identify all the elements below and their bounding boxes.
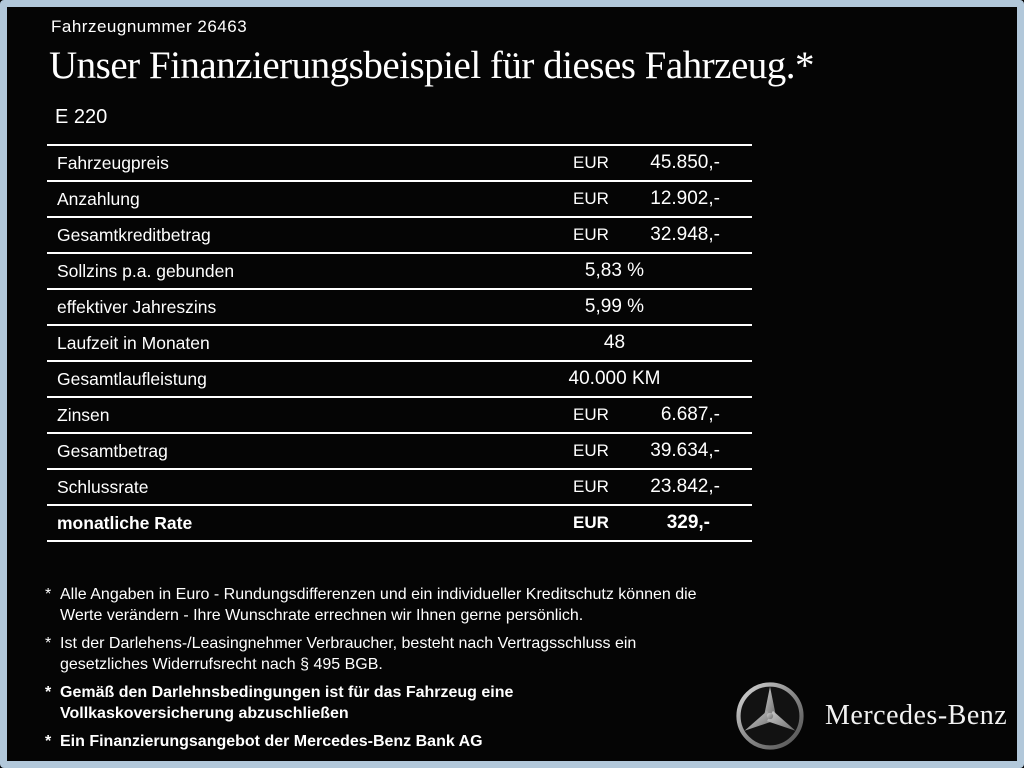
currency-label: EUR <box>573 441 609 460</box>
row-label: Anzahlung <box>57 188 140 209</box>
model-name: E 220 <box>55 106 108 128</box>
row-label: Gesamtlaufleistung <box>57 368 207 389</box>
table-row: Sollzins p.a. gebunden 5,83 % <box>47 254 752 290</box>
row-label: Sollzins p.a. gebunden <box>57 260 235 281</box>
page-title: Unser Finanzierungsbeispiel für dieses F… <box>49 44 815 87</box>
table-row: Fahrzeugpreis EUR 45.850,- <box>47 146 752 182</box>
footnote-marker: * <box>45 684 52 701</box>
footnote: * Gemäß den Darlehnsbedingungen ist für … <box>45 682 770 724</box>
footnote-marker: * <box>45 635 52 652</box>
row-label: Fahrzeugpreis <box>57 152 169 173</box>
row-value: 329,- <box>666 512 710 533</box>
table-row: Anzahlung EUR 12.902,- <box>47 182 752 218</box>
row-label: Laufzeit in Monaten <box>57 332 210 353</box>
vehicle-number: Fahrzeugnummer 26463 <box>51 17 248 36</box>
currency-label: EUR <box>573 189 609 208</box>
row-value-cell: EUR 12.902,- <box>517 182 752 216</box>
table-row: Gesamtkreditbetrag EUR 32.948,- <box>47 218 752 254</box>
table-row: Gesamtlaufleistung 40.000 KM <box>47 362 752 398</box>
row-value-cell: 48 <box>517 326 752 360</box>
row-value-cell: EUR 32.948,- <box>517 218 752 252</box>
row-value-cell: EUR 329,- <box>517 506 752 540</box>
currency-label: EUR <box>573 153 609 172</box>
table-row: Gesamtbetrag EUR 39.634,- <box>47 434 752 470</box>
currency-label: EUR <box>573 477 609 496</box>
footnote-text: Alle Angaben in Euro - Rundungsdifferenz… <box>60 586 697 624</box>
row-value: 39.634,- <box>650 440 720 461</box>
row-label: effektiver Jahreszins <box>57 296 217 317</box>
row-value-cell: EUR 39.634,- <box>517 434 752 468</box>
row-value: 23.842,- <box>650 476 720 497</box>
table-row: effektiver Jahreszins 5,99 % <box>47 290 752 326</box>
row-label: Schlussrate <box>57 476 149 497</box>
brand-area: Mercedes-Benz <box>735 681 1007 751</box>
row-value-cell: EUR 6.687,- <box>517 398 752 432</box>
footnote-text: Ist der Darlehens-/Leasingnehmer Verbrau… <box>60 635 637 673</box>
row-value: 40.000 KM <box>568 368 661 389</box>
currency-label: EUR <box>573 405 609 424</box>
footnote-marker: * <box>45 733 52 750</box>
row-label: Zinsen <box>57 404 110 425</box>
row-value-cell: 5,83 % <box>517 254 752 288</box>
row-value: 6.687,- <box>660 404 720 425</box>
footnote: * Ein Finanzierungsangebot der Mercedes-… <box>45 731 770 752</box>
footnote: * Ist der Darlehens-/Leasingnehmer Verbr… <box>45 633 770 675</box>
row-value: 32.948,- <box>650 224 720 245</box>
row-value-cell: 40.000 KM <box>517 362 752 396</box>
row-value-cell: 5,99 % <box>517 290 752 324</box>
brand-name: Mercedes-Benz <box>825 700 1008 731</box>
footnote-marker: * <box>45 586 52 603</box>
table-row: Zinsen EUR 6.687,- <box>47 398 752 434</box>
row-value: 45.850,- <box>650 152 720 173</box>
footnote: * Alle Angaben in Euro - Rundungsdiffere… <box>45 584 770 626</box>
row-value-cell: EUR 23.842,- <box>517 470 752 504</box>
row-value: 48 <box>603 332 626 353</box>
mercedes-star-icon <box>736 682 804 750</box>
row-value: 5,83 % <box>584 260 645 281</box>
table-row-monthly-rate: monatliche Rate EUR 329,- <box>47 506 752 542</box>
footnotes: * Alle Angaben in Euro - Rundungsdiffere… <box>45 584 770 759</box>
row-value: 12.902,- <box>650 188 720 209</box>
table-row: Laufzeit in Monaten 48 <box>47 326 752 362</box>
currency-label: EUR <box>573 513 609 532</box>
footnote-text: Gemäß den Darlehnsbedingungen ist für da… <box>60 684 514 722</box>
row-value: 5,99 % <box>584 296 645 317</box>
table-row: Schlussrate EUR 23.842,- <box>47 470 752 506</box>
currency-label: EUR <box>573 225 609 244</box>
financing-table: Fahrzeugpreis EUR 45.850,- Anzahlung EUR… <box>47 144 752 542</box>
footnote-text: Ein Finanzierungsangebot der Mercedes-Be… <box>60 733 483 750</box>
row-label: monatliche Rate <box>57 512 193 533</box>
row-value-cell: EUR 45.850,- <box>517 146 752 180</box>
row-label: Gesamtkreditbetrag <box>57 224 211 245</box>
row-label: Gesamtbetrag <box>57 440 168 461</box>
